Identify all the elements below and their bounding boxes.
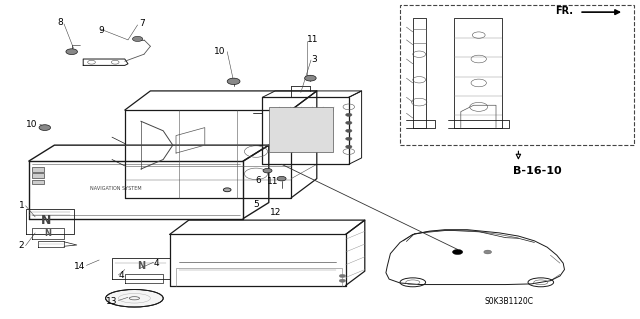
Bar [269, 107, 333, 152]
Text: 10: 10 [214, 47, 226, 56]
Circle shape [263, 168, 272, 173]
Text: 6: 6 [255, 176, 261, 185]
Text: 1: 1 [19, 201, 24, 210]
Ellipse shape [106, 290, 163, 307]
Text: 13: 13 [106, 297, 117, 306]
Circle shape [223, 188, 231, 192]
Text: N: N [41, 214, 51, 226]
Circle shape [346, 121, 352, 124]
Text: S0K3B1120C: S0K3B1120C [484, 297, 533, 306]
Text: 11: 11 [307, 35, 319, 44]
Text: 2: 2 [19, 241, 24, 250]
Text: 11: 11 [267, 177, 278, 186]
Text: N: N [137, 261, 145, 271]
Circle shape [66, 49, 77, 55]
Circle shape [132, 36, 143, 41]
Bar [32, 167, 44, 172]
Text: 12: 12 [270, 208, 282, 217]
Text: 5: 5 [253, 200, 259, 209]
Text: NAVIGATION SYSTEM: NAVIGATION SYSTEM [90, 186, 141, 191]
Text: FR.: FR. [555, 6, 573, 16]
Bar [32, 180, 44, 184]
Circle shape [277, 176, 286, 181]
Circle shape [346, 129, 352, 132]
Circle shape [452, 249, 463, 255]
FancyBboxPatch shape [400, 5, 634, 145]
Text: 7: 7 [140, 19, 145, 28]
Circle shape [346, 137, 352, 140]
Circle shape [339, 274, 346, 278]
Text: 9: 9 [98, 26, 104, 35]
Circle shape [305, 75, 316, 81]
Circle shape [346, 113, 352, 116]
Circle shape [484, 250, 492, 254]
Circle shape [339, 279, 346, 282]
Text: 4: 4 [154, 259, 159, 268]
Text: 14: 14 [74, 262, 85, 271]
Bar [32, 173, 44, 178]
Circle shape [227, 78, 240, 85]
Circle shape [39, 125, 51, 130]
Text: N: N [45, 229, 51, 238]
Text: 8: 8 [57, 19, 63, 27]
Text: 3: 3 [311, 55, 317, 63]
Circle shape [346, 145, 352, 148]
Text: 10: 10 [26, 120, 37, 129]
Text: 4: 4 [118, 271, 124, 280]
Text: B-16-10: B-16-10 [513, 166, 562, 176]
